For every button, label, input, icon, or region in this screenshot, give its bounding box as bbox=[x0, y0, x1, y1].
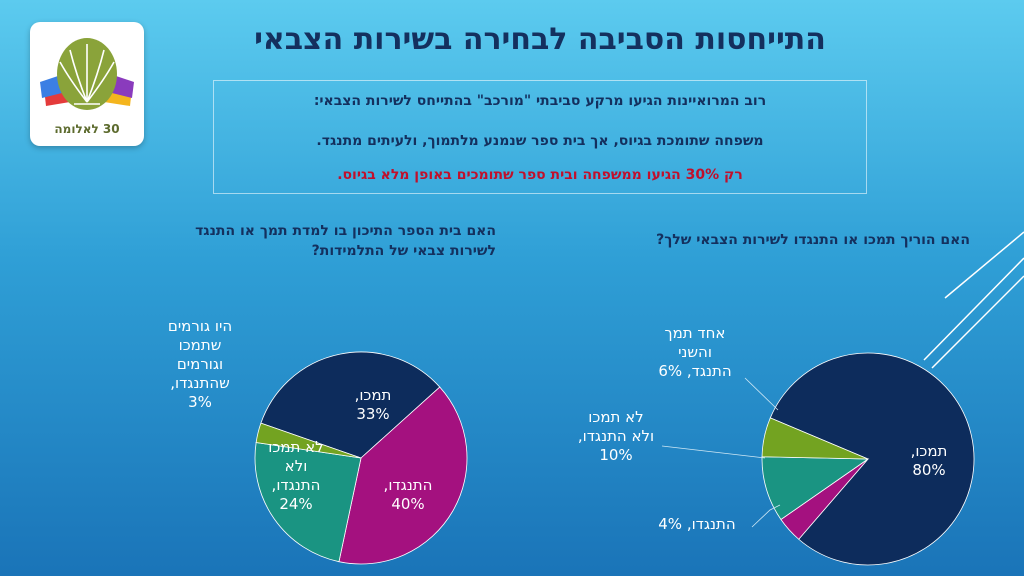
logo-text: 30 לאלומה bbox=[54, 122, 120, 136]
pie1-slice-0 bbox=[260, 351, 441, 459]
pie2-leader-1 bbox=[751, 504, 781, 528]
page-title: התייחסות הסביבה לבחירה בשירות הצבאי bbox=[254, 22, 826, 57]
pie2-label-1: התנגדו, 4% bbox=[658, 515, 735, 533]
pie1-label-1: התנגדו, 40% bbox=[384, 476, 433, 513]
pie1-slice-3 bbox=[255, 422, 362, 459]
pie2-slice-0 bbox=[769, 352, 975, 566]
school-pie-chart: תמכו, 33% התנגדו, 40% לא תמכו ולא התנגדו, 24% הי… bbox=[168, 317, 468, 565]
chart-school-title: האם בית הספר התיכון בו למדת תמך או התנגד… bbox=[195, 223, 496, 259]
pie2-label-0: תמכו, 80% bbox=[911, 442, 948, 479]
pie1-slice-2 bbox=[254, 442, 362, 563]
pie1-label-3: היו גורמים שתמכו וגורמים שהתנגדו, 3% bbox=[168, 317, 232, 411]
pie2-leader-3 bbox=[744, 377, 779, 411]
logo: 30 לאלומה bbox=[30, 22, 144, 146]
decorative-lines bbox=[923, 231, 1024, 369]
chart-parents-title: האם הוריך תמכו או התנגדו לשירות הצבאי של… bbox=[656, 232, 970, 248]
pie1-label-2: לא תמכו ולא התנגדו, 24% bbox=[268, 438, 323, 513]
pie2-label-3: אחד תמך והשני התנגד, 6% bbox=[658, 324, 731, 380]
summary-line-2: משפחה שתומכת בגיוס, אך בית ספר שנמנע מלת… bbox=[316, 133, 764, 149]
logo-graphic bbox=[40, 38, 134, 110]
pie2-slice-3 bbox=[761, 417, 869, 460]
summary-line-1: רוב המרואיינות הגיעו מרקע סביבתי "מורכב"… bbox=[313, 93, 767, 109]
pie2-label-2: לא תמכו ולא התנגדו, 10% bbox=[578, 408, 654, 464]
pie2-leader-2 bbox=[661, 445, 766, 459]
pie1-slice-1 bbox=[338, 386, 468, 565]
parents-pie-chart: תמכו, 80% התנגדו, 4% לא תמכו ולא התנגדו, 10%א… bbox=[578, 324, 975, 566]
pie1-label-0: תמכו, 33% bbox=[355, 386, 392, 423]
summary-line-3: רק 30% הגיעו ממשפחה ובית ספר שתומכים באו… bbox=[337, 167, 743, 183]
summary-box: רוב המרואיינות הגיעו מרקע סביבתי "מורכב"… bbox=[213, 80, 867, 194]
